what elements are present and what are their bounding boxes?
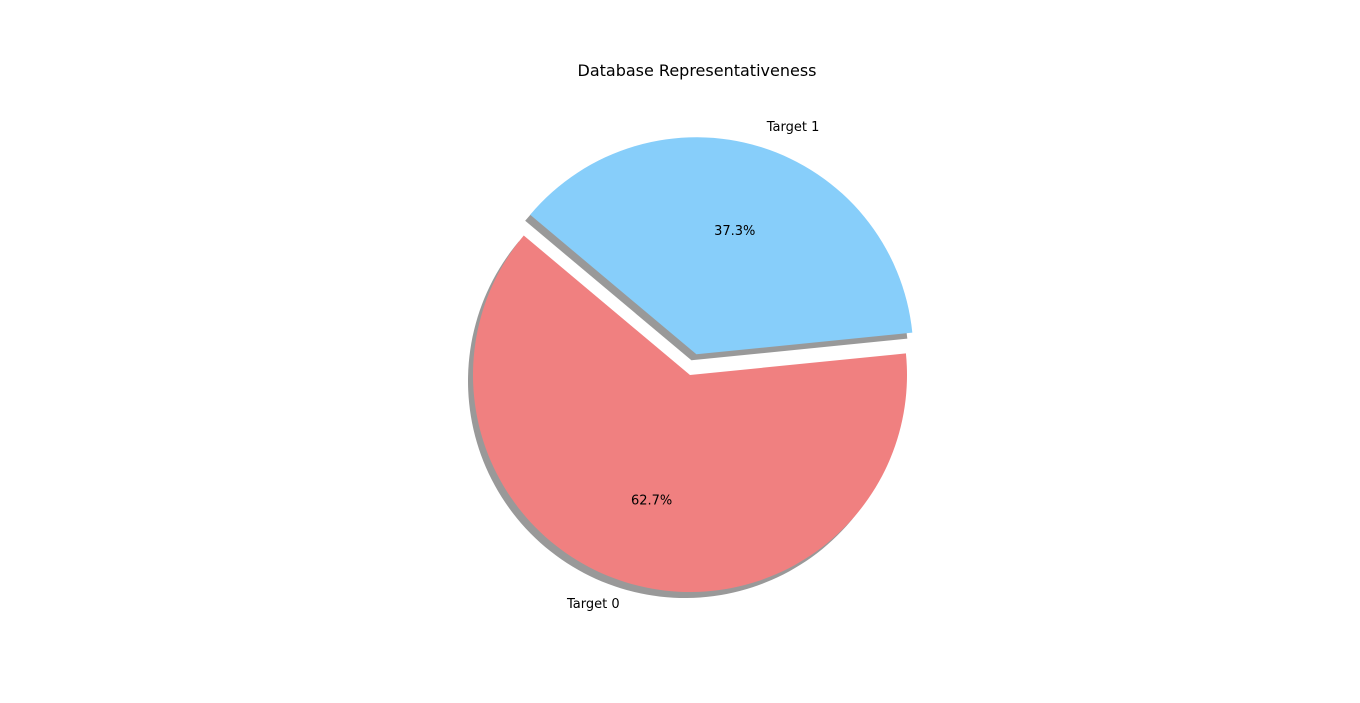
pct-label-target-0: 62.7%	[631, 493, 672, 508]
pct-label-target-1: 37.3%	[714, 224, 755, 239]
slice-label-target-1: Target 1	[766, 120, 820, 135]
chart-title: Database Representativeness	[578, 61, 817, 80]
slice-label-target-0: Target 0	[566, 597, 620, 612]
pie-labels: 62.7% Target 0 37.3% Target 1	[566, 120, 819, 612]
pie-slices	[472, 137, 913, 593]
pie-slice-target-0	[472, 235, 907, 593]
pie-slice-target-1	[530, 137, 913, 355]
